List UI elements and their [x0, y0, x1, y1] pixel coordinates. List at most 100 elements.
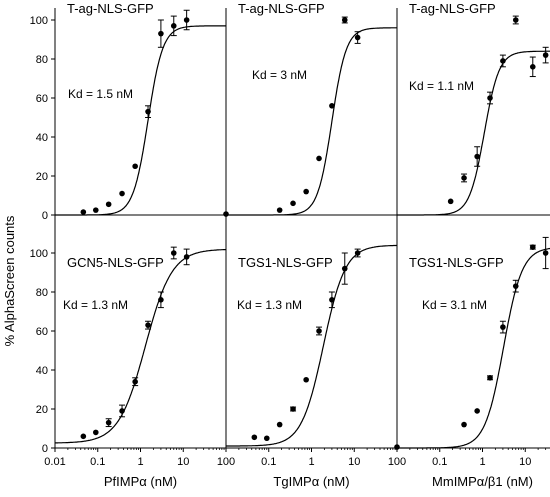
data-point: [80, 209, 87, 215]
data-point: [132, 163, 138, 170]
x-tick-label: 10: [177, 456, 189, 468]
y-tick-label: 60: [36, 326, 48, 338]
panel-title: T-ag-NLS-GFP: [409, 1, 496, 16]
chart-panel: T-ag-NLS-GFP Kd = 1.1 nM: [397, 1, 550, 216]
chart-panel: TGS1-NLS-GFP Kd = 3.1 nM: [394, 236, 550, 450]
data-point: [303, 376, 309, 383]
y-tick-label: 80: [36, 287, 48, 299]
data-point: [251, 434, 258, 441]
data-point: [329, 103, 335, 109]
y-tick-label: 60: [36, 93, 48, 105]
data-point: [461, 175, 467, 181]
x-tick-label: 0.1: [90, 456, 105, 468]
y-tick-label: 40: [36, 132, 48, 144]
data-point: [170, 250, 177, 256]
y-tick-label: 100: [30, 15, 48, 27]
data-point: [341, 17, 348, 23]
kd-annotation: Kd = 1.3 nM: [63, 298, 128, 312]
data-point: [170, 23, 177, 29]
data-point: [119, 408, 125, 414]
data-point: [290, 406, 296, 412]
data-point: [263, 435, 270, 442]
x-axis-title: MmIMPα/β1 (nM): [432, 474, 533, 489]
fit-curve: [226, 27, 397, 216]
x-tick-label: 100: [388, 456, 406, 468]
y-tick-label: 100: [30, 248, 48, 260]
x-tick-label: 0.01: [44, 456, 65, 468]
x-axis-title: PfIMPα (nM): [104, 474, 177, 489]
fit-curve: [55, 248, 227, 444]
x-tick-label: 10: [519, 456, 531, 468]
data-point: [512, 17, 519, 23]
x-tick-label: 0.1: [261, 456, 276, 468]
y-tick-label: 80: [36, 54, 48, 66]
data-point: [529, 64, 536, 70]
data-point: [145, 322, 151, 328]
data-point: [80, 433, 87, 440]
kd-annotation: Kd = 1.5 nM: [68, 87, 133, 101]
kd-annotation: Kd = 1.1 nM: [409, 79, 474, 93]
data-point: [132, 378, 138, 385]
panel-title: T-ag-NLS-GFP: [238, 1, 325, 16]
y-axis-title: % AlphaScreen counts: [2, 215, 17, 346]
data-point: [461, 421, 467, 428]
data-point: [105, 419, 112, 426]
panel-title: TGS1-NLS-GFP: [238, 255, 333, 270]
kd-annotation: Kd = 3.1 nM: [422, 298, 487, 312]
chart-panel: T-ag-NLS-GFP Kd = 1.5 nM: [55, 1, 226, 216]
panel-title: T-ag-NLS-GFP: [67, 1, 154, 16]
data-point: [158, 30, 164, 37]
data-point: [447, 198, 454, 205]
x-tick-label: 1: [479, 456, 485, 468]
chart-panel: T-ag-NLS-GFP Kd = 3 nM: [223, 1, 397, 217]
panel-grid: T-ag-NLS-GFP Kd = 1.5 nM T-ag-NLS-GFP Kd = …: [55, 1, 550, 450]
kd-annotation: Kd = 3 nM: [252, 68, 307, 82]
data-point: [487, 95, 493, 101]
data-point: [512, 283, 519, 289]
x-tick-label: 10: [348, 456, 360, 468]
data-point: [276, 421, 283, 428]
data-point: [119, 190, 125, 197]
chart-panel: GCN5-NLS-GFP Kd = 1.3 nM: [55, 246, 227, 444]
y-tick-label: 20: [36, 404, 48, 416]
data-point: [183, 254, 190, 260]
y-tick-label: 0: [42, 210, 48, 222]
data-point: [542, 250, 549, 256]
chart-panel: TGS1-NLS-GFP Kd = 1.3 nM: [226, 244, 398, 447]
data-point: [145, 108, 151, 115]
y-tick-label: 0: [42, 443, 48, 455]
y-tick-label: 40: [36, 365, 48, 377]
data-point: [474, 153, 480, 160]
x-tick-label: 1: [308, 456, 314, 468]
data-point: [290, 200, 296, 207]
data-point: [276, 207, 283, 213]
kd-annotation: Kd = 1.3 nM: [237, 298, 302, 312]
data-point: [341, 265, 348, 272]
data-point: [487, 375, 493, 381]
data-point: [158, 297, 164, 303]
data-point: [92, 207, 99, 213]
data-point: [303, 188, 309, 195]
x-tick-label: 0.1: [432, 456, 447, 468]
panel-title: GCN5-NLS-GFP: [67, 255, 164, 270]
x-tick-label: 100: [217, 456, 235, 468]
y-tick-label: 20: [36, 171, 48, 183]
data-point: [105, 201, 112, 208]
data-point: [542, 52, 549, 58]
data-point: [316, 328, 322, 334]
data-point: [183, 17, 190, 23]
data-point: [529, 244, 536, 250]
data-point: [316, 155, 322, 162]
data-point: [354, 250, 361, 256]
fit-curve: [226, 244, 398, 447]
data-point: [329, 297, 335, 303]
data-point: [500, 58, 506, 64]
panel-title: TGS1-NLS-GFP: [409, 255, 504, 270]
x-axis-title: TgIMPα (nM): [273, 474, 349, 489]
axes: 0204060801001200204060801000.010.1110100…: [30, 8, 550, 489]
data-point: [354, 34, 361, 41]
data-point: [500, 324, 506, 330]
data-point: [474, 408, 480, 414]
fit-curve: [55, 25, 226, 216]
